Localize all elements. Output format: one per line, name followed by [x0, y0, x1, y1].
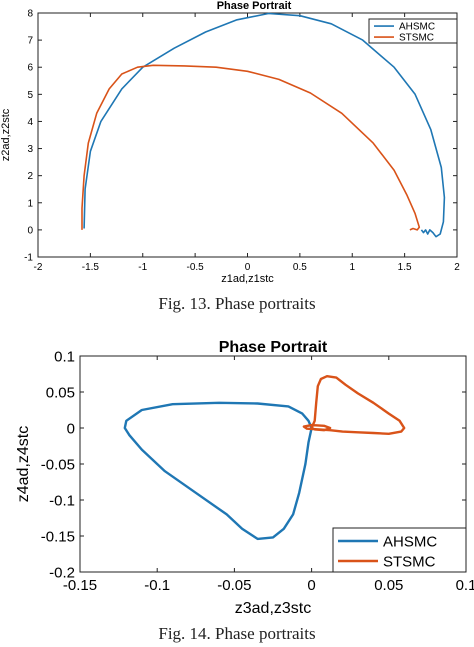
y-tick-label: -1 — [24, 253, 33, 264]
x-tick-label: -0.1 — [144, 577, 170, 594]
legend-box — [368, 18, 458, 44]
x-tick-label: -1.5 — [82, 262, 100, 273]
y-tick-label: -0.05 — [41, 456, 75, 473]
y-axis-label: z2ad,z2stc — [0, 108, 12, 161]
x-tick-label: 1.5 — [398, 262, 412, 273]
x-tick-label: -0.15 — [63, 577, 97, 594]
chart-title: Phase Portrait — [219, 339, 328, 356]
y-tick-label: 4 — [27, 117, 33, 128]
y-tick-label: -0.1 — [49, 492, 75, 509]
x-tick-label: 1 — [349, 262, 355, 273]
y-tick-label: 3 — [27, 144, 33, 155]
y-tick-label: -0.15 — [41, 528, 75, 545]
y-tick-label: 0.1 — [54, 348, 75, 365]
legend-label-stsmc: STSMC — [399, 33, 434, 44]
x-axis-label: z1ad,z1stc — [221, 273, 274, 285]
x-tick-label: -0.05 — [217, 577, 251, 594]
legend-box — [332, 527, 467, 573]
y-tick-label: -0.2 — [49, 564, 75, 581]
x-tick-label: 0 — [245, 262, 251, 273]
y-tick-label: 1 — [27, 198, 33, 209]
phase-portrait-chart-14: -0.15 -0.1 -0.05 0 0.05 0.1-0.2-0.15-0.1-0.05… — [15, 339, 474, 617]
x-tick-label: 0 — [307, 577, 315, 594]
figure-13-caption: Fig. 13. Phase portraits — [158, 294, 316, 313]
legend-label-ahsmc: AHSMC — [383, 533, 437, 550]
y-tick-label: 2 — [27, 171, 33, 182]
x-tick-label: 0.1 — [456, 577, 474, 594]
y-tick-label: 0.05 — [46, 384, 75, 401]
figure-14-caption: Fig. 14. Phase portraits — [158, 624, 316, 643]
series-line-ahsmc — [123, 401, 313, 541]
plot-area — [37, 12, 458, 258]
series-line-stsmc — [81, 64, 421, 231]
y-tick-label: 5 — [27, 90, 33, 101]
series-line-ahsmc — [83, 12, 446, 238]
y-tick-label: 0 — [67, 420, 75, 437]
legend-label-stsmc: STSMC — [383, 553, 436, 570]
y-axis-label: z4ad,z4stc — [15, 426, 32, 502]
phase-portrait-chart-13: -2 -1.5 -1 -0.5 0 0.5 1 1.5 2 -1 0 1 2 3 4 5 6 7 8 Phase Po… — [0, 0, 460, 285]
y-tick-label: 8 — [27, 9, 33, 20]
y-tick-label: 6 — [27, 63, 33, 74]
x-tick-label: -1 — [138, 262, 147, 273]
x-tick-label: -0.5 — [187, 262, 205, 273]
x-tick-label: 2 — [454, 262, 460, 273]
x-tick-label: 0.5 — [293, 262, 307, 273]
chart-title: Phase Portrait — [217, 0, 292, 12]
x-tick-label: -2 — [34, 262, 43, 273]
y-tick-label: 0 — [27, 225, 33, 236]
x-tick-label: 0.05 — [374, 577, 403, 594]
y-tick-label: 7 — [27, 36, 33, 47]
series-line-stsmc — [302, 375, 406, 436]
legend-label-ahsmc: AHSMC — [399, 22, 435, 33]
x-axis-label: z3ad,z3stc — [235, 600, 311, 617]
